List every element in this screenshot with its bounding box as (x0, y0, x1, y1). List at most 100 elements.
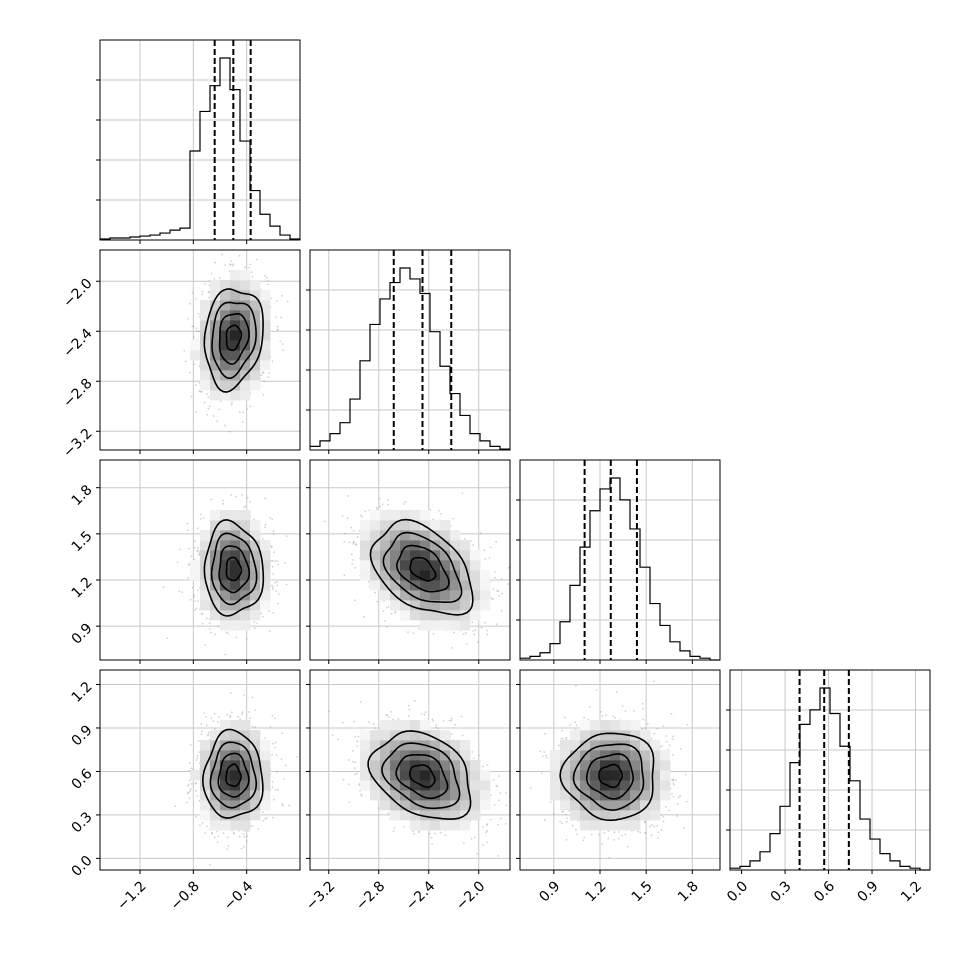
scatter-point (351, 553, 353, 555)
scatter-point (267, 280, 269, 282)
density-cell (250, 570, 260, 580)
scatter-point (344, 574, 346, 576)
scatter-point (286, 584, 288, 586)
scatter-point (187, 792, 189, 794)
scatter-point (462, 492, 464, 494)
scatter-point (208, 297, 210, 299)
scatter-point (263, 371, 265, 373)
scatter-point (274, 561, 276, 563)
density-cell (450, 620, 460, 630)
density-cell (260, 360, 270, 370)
scatter-point (405, 501, 407, 503)
scatter-point (281, 758, 283, 760)
scatter-point (272, 588, 274, 590)
scatter-point (239, 411, 241, 413)
density-cell (220, 540, 230, 550)
density-cell (420, 620, 430, 630)
scatter-point (239, 255, 241, 257)
scatter-point (355, 544, 357, 546)
scatter-point (284, 562, 286, 564)
scatter-point (246, 638, 248, 640)
density-cell (210, 390, 220, 400)
scatter-point (242, 421, 244, 423)
scatter-point (214, 633, 216, 635)
scatter-point (190, 599, 192, 601)
scatter-point (376, 601, 378, 603)
density-cell (210, 510, 220, 520)
density-cell (230, 330, 240, 340)
scatter-point (214, 837, 216, 839)
density-cell (400, 560, 410, 570)
scatter-point (486, 634, 488, 636)
density-cell (430, 620, 440, 630)
density-cell (400, 520, 410, 530)
scatter-point (217, 626, 219, 628)
scatter-point (281, 295, 283, 297)
scatter-point (452, 518, 454, 520)
density-cell (230, 380, 240, 390)
density-cell (390, 600, 400, 610)
scatter-point (194, 600, 196, 602)
scatter-point (193, 594, 195, 596)
scatter-point (386, 626, 388, 628)
scatter-point (208, 396, 210, 398)
scatter-point (269, 630, 271, 632)
density-cell (200, 300, 210, 310)
scatter-point (246, 408, 248, 410)
scatter-point (194, 547, 196, 549)
histogram-1 (310, 268, 510, 449)
density-cell (430, 580, 440, 590)
density-cell (480, 580, 490, 590)
scatter-point (262, 538, 264, 540)
density-cell (450, 540, 460, 550)
scatter-point (193, 558, 195, 560)
scatter-point (276, 300, 278, 302)
density-cell (260, 320, 270, 330)
scatter-point (440, 513, 442, 515)
scatter-point (262, 616, 264, 618)
scatter-point (270, 297, 272, 299)
scatter-point (477, 641, 479, 643)
density-cell (460, 620, 470, 630)
scatter-point (279, 340, 281, 342)
density-cell (240, 620, 250, 630)
scatter-point (272, 781, 274, 783)
scatter-point (273, 533, 275, 535)
scatter-point (187, 318, 189, 320)
density-cell (250, 370, 260, 380)
density-cell (250, 520, 260, 530)
density-cell (230, 560, 240, 570)
scatter-point (387, 504, 389, 506)
scatter-point (190, 555, 192, 557)
scatter-point (490, 546, 492, 548)
density-cell (190, 570, 200, 580)
scatter-point (407, 631, 409, 633)
scatter-point (192, 587, 194, 589)
scatter-point (472, 544, 474, 546)
scatter-point (188, 548, 190, 550)
scatter-point (191, 396, 193, 398)
scatter-point (363, 616, 365, 618)
scatter-point (249, 501, 251, 503)
density-cell (360, 550, 370, 560)
scatter-point (208, 291, 210, 293)
scatter-point (243, 694, 245, 696)
scatter-point (272, 612, 274, 614)
scatter-point (267, 283, 269, 285)
scatter-point (195, 384, 197, 386)
scatter-point (347, 517, 349, 519)
scatter-point (194, 540, 196, 542)
scatter-point (463, 633, 465, 635)
density-cell (240, 270, 250, 280)
scatter-point (268, 610, 270, 612)
scatter-point (265, 524, 267, 526)
scatter-point (286, 535, 288, 537)
scatter-point (494, 571, 496, 573)
scatter-point (368, 581, 370, 583)
scatter-point (352, 559, 354, 561)
scatter-point (221, 254, 223, 256)
scatter-point (254, 627, 256, 629)
scatter-point (232, 263, 234, 265)
scatter-point (354, 567, 356, 569)
